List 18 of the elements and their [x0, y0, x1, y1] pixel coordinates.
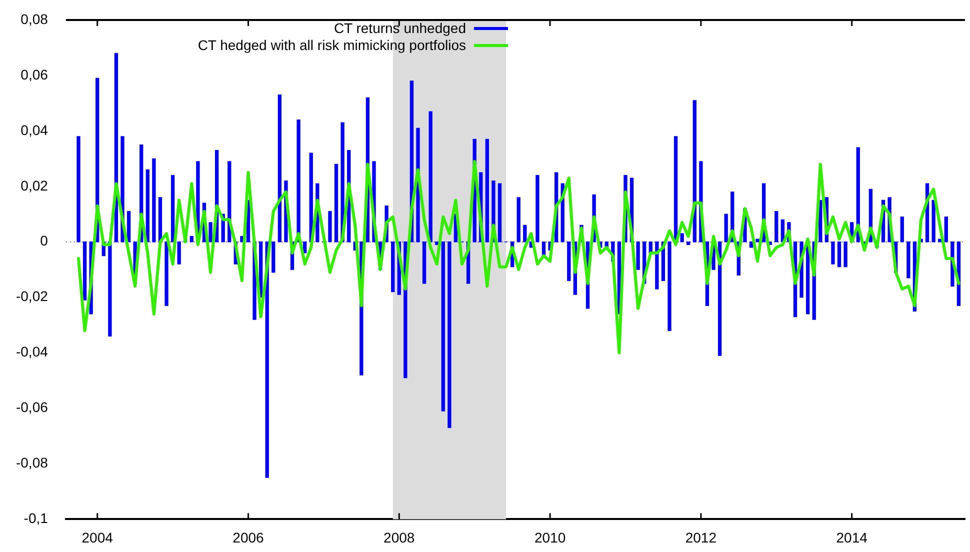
y-tick-label: 0 [40, 232, 48, 249]
y-tick-label: 0,04 [20, 122, 48, 138]
x-tick-label: 2006 [232, 529, 264, 546]
x-tick-label: 2008 [384, 529, 415, 546]
x-tick-label: 2012 [685, 529, 717, 546]
y-tick-label: 0,06 [20, 66, 48, 82]
legend-label: CT hedged with all risk mimicking portfolios [198, 37, 466, 54]
y-tick-label: -0,02 [16, 288, 48, 304]
y-tick-label: -0,08 [16, 454, 48, 471]
y-tick-label: -0,1 [24, 510, 48, 526]
legend-label: CT returns unhedged [334, 20, 466, 37]
x-tick-label: 2004 [82, 529, 114, 546]
x-tick-label: 2014 [836, 529, 868, 546]
y-tick-label: -0,04 [16, 344, 48, 360]
y-tick-label: 0,02 [20, 177, 48, 194]
x-tick-label: 2010 [534, 529, 566, 546]
y-tick-label: 0,08 [20, 10, 48, 27]
y-tick-label: -0,06 [16, 399, 48, 416]
